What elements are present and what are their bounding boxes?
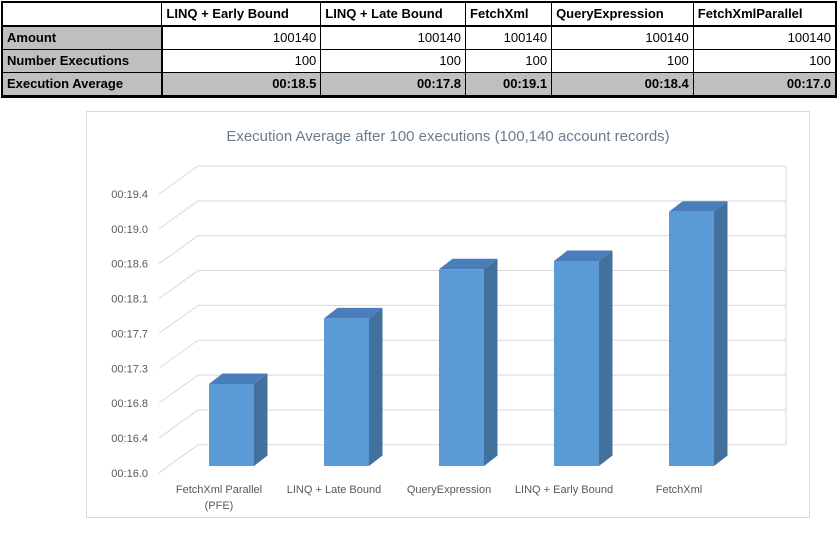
- table-header-row: LINQ + Early Bound LINQ + Late Bound Fet…: [1, 1, 837, 27]
- bar-top-face: [669, 201, 728, 212]
- y-axis-tick-label: 00:17.3: [111, 363, 148, 375]
- bar-top-face: [439, 258, 498, 270]
- gridline-diagonal: [158, 374, 199, 404]
- cell-value: 100: [465, 49, 553, 73]
- x-axis-category-label: FetchXml: [656, 484, 702, 496]
- header-cell-queryexpression: QueryExpression: [551, 1, 694, 27]
- header-cell-empty: [1, 1, 163, 27]
- bar-side-face: [714, 201, 728, 467]
- y-axis-tick-label: 00:16.0: [111, 468, 148, 480]
- bar-front-face: [554, 261, 599, 466]
- row-label-amount: Amount: [1, 25, 163, 50]
- y-axis-tick-label: 00:18.1: [111, 294, 148, 306]
- cell-value: 100140: [551, 25, 694, 50]
- x-axis-category-label: (PFE): [205, 500, 234, 512]
- cell-value: 100140: [320, 25, 467, 50]
- gridline-diagonal: [158, 304, 199, 334]
- cell-value: 00:17.8: [320, 72, 467, 97]
- gridline-diagonal: [158, 409, 199, 439]
- gridline-diagonal: [158, 200, 199, 230]
- header-cell-linq-late-bound: LINQ + Late Bound: [320, 1, 467, 27]
- cell-value: 100: [692, 49, 837, 73]
- bar-front-face: [439, 269, 484, 466]
- chart-canvas: 00:19.4 00:19.0 00:18.6 00:18.1 00:17.7 00:17…: [111, 128, 787, 512]
- bar-side-face: [484, 258, 498, 466]
- table-row-execution-average: Execution Average 00:18.5 00:17.8 00:19.…: [1, 72, 837, 97]
- execution-average-chart: 00:19.4 00:19.0 00:18.6 00:18.1 00:17.7 00:17…: [86, 111, 810, 518]
- cell-value: 100: [320, 49, 467, 73]
- header-cell-fetchxml: FetchXml: [465, 1, 553, 27]
- header-cell-linq-early-bound: LINQ + Early Bound: [161, 1, 322, 27]
- bar-front-face: [669, 211, 714, 466]
- cell-value: 00:19.1: [465, 72, 553, 97]
- results-table: LINQ + Early Bound LINQ + Late Bound Fet…: [1, 1, 837, 98]
- x-axis-category-label: LINQ + Early Bound: [515, 484, 613, 496]
- gridline-diagonal: [158, 270, 199, 299]
- cell-value: 100140: [465, 25, 553, 50]
- header-cell-fetchxmlparallel: FetchXmlParallel: [692, 1, 837, 27]
- bar-front-face: [324, 318, 369, 466]
- cell-value: 00:18.4: [551, 72, 694, 97]
- bar-side-face: [254, 373, 268, 466]
- bar-side-face: [369, 307, 383, 466]
- cell-value: 100140: [692, 25, 837, 50]
- y-axis-tick-label: 00:16.4: [111, 433, 148, 445]
- x-axis-category-label: FetchXml Parallel: [176, 484, 262, 496]
- gridline-diagonal: [158, 339, 199, 369]
- bar-side-face: [599, 250, 613, 466]
- gridline-diagonal: [158, 235, 199, 265]
- y-axis-tick-label: 00:16.8: [111, 398, 148, 410]
- cell-value: 100: [551, 49, 694, 73]
- table-row-amount: Amount 100140 100140 100140 100140 10014…: [1, 25, 837, 50]
- cell-value: 100140: [161, 25, 322, 50]
- cell-value: 100: [161, 49, 322, 73]
- y-axis-tick-label: 00:17.7: [111, 328, 148, 340]
- chart-title: Execution Average after 100 executions (…: [226, 128, 669, 145]
- row-label-execution-average: Execution Average: [1, 72, 163, 97]
- gridline-diagonal: [158, 165, 199, 195]
- cell-value: 00:17.0: [692, 72, 837, 97]
- gridline-diagonal: [158, 444, 199, 474]
- y-axis-tick-label: 00:18.6: [111, 259, 148, 271]
- x-axis-category-label: LINQ + Late Bound: [287, 484, 381, 496]
- row-label-number-executions: Number Executions: [1, 49, 163, 73]
- cell-value: 00:18.5: [161, 72, 322, 97]
- bar-top-face: [324, 307, 383, 319]
- x-axis-category-label: QueryExpression: [407, 484, 491, 496]
- y-axis-tick-label: 00:19.0: [111, 224, 148, 236]
- bar-top-face: [209, 373, 268, 384]
- bar-top-face: [554, 250, 613, 261]
- y-axis-tick-label: 00:19.4: [111, 189, 148, 201]
- table-row-number-executions: Number Executions 100 100 100 100 100: [1, 49, 837, 73]
- bar-front-face: [209, 384, 254, 466]
